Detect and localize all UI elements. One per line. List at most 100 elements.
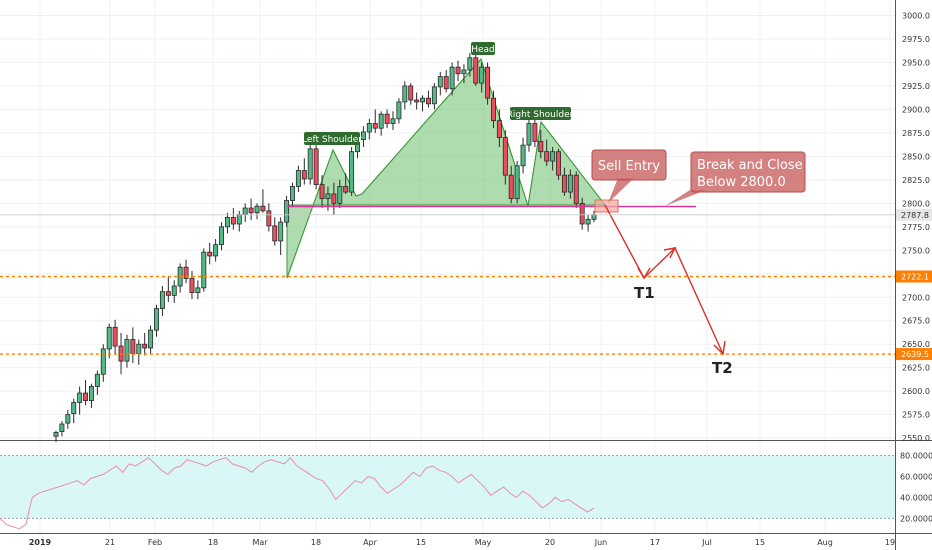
rsi-panel — [0, 455, 895, 530]
candle — [295, 165, 301, 193]
price-tick: 2675.0 — [902, 317, 930, 326]
candle — [83, 379, 89, 406]
candle — [171, 280, 177, 303]
candle — [414, 92, 420, 110]
price-tick: 2600.0 — [902, 387, 930, 396]
price-tick: 2925.0 — [902, 82, 930, 91]
time-axis[interactable]: 2019 21 Feb 18 Mar 18 Apr 15 May 20 Jun 17 Jul 15 Aug 1… — [29, 538, 895, 547]
candle — [106, 323, 112, 359]
candle — [461, 64, 467, 84]
candle — [183, 259, 189, 284]
candle — [360, 126, 366, 147]
price-axis[interactable]: 3000.0 2975.0 2950.0 2925.0 2900.0 2875.0 2850… — [0, 12, 932, 524]
candle — [479, 62, 485, 93]
price-tick: 2900.0 — [902, 105, 930, 114]
candle — [343, 173, 349, 194]
price-tick: 3000.0 — [902, 12, 930, 21]
rsi-tick: 20.0000 — [900, 514, 932, 523]
candle — [136, 339, 142, 365]
level-label: 2639.5 — [901, 350, 929, 359]
candle — [254, 203, 260, 220]
time-tick: 17 — [650, 538, 660, 547]
rsi-tick: 40.0000 — [900, 493, 932, 502]
price-tick: 2700.0 — [902, 293, 930, 302]
candle — [319, 175, 325, 209]
candle — [390, 111, 396, 131]
time-tick: 21 — [105, 538, 115, 547]
candle — [449, 62, 455, 96]
price-tick: 2575.0 — [902, 411, 930, 420]
candle — [301, 158, 307, 185]
candle — [59, 421, 65, 437]
candle — [148, 325, 154, 354]
candle — [236, 210, 242, 232]
candle — [420, 95, 426, 112]
level-label: 2722.1 — [901, 272, 929, 281]
candle — [165, 276, 171, 302]
candle — [213, 239, 219, 262]
price-tick: 2875.0 — [902, 129, 930, 138]
candle — [366, 118, 372, 140]
time-tick: Jun — [594, 538, 608, 547]
time-tick: 20 — [545, 538, 555, 547]
candle — [396, 98, 402, 124]
candle — [349, 146, 355, 196]
head-shoulders-fill — [286, 58, 607, 279]
candle — [526, 118, 532, 152]
label-right-shoulder: Right Shoulder — [507, 107, 574, 120]
candle — [550, 146, 556, 171]
candle — [65, 409, 71, 429]
target-t2: T2 — [712, 359, 733, 377]
label-head: Head — [471, 42, 495, 55]
candle — [337, 179, 343, 209]
candle — [242, 203, 248, 223]
time-tick: 15 — [755, 538, 765, 547]
time-tick: 15 — [416, 538, 426, 547]
break-text-line2: Below 2800.0 — [697, 175, 786, 190]
time-tick: Jul — [701, 538, 712, 547]
level-badge — [896, 348, 932, 361]
candle — [248, 198, 254, 221]
candle — [159, 285, 165, 317]
sell-entry-marker — [594, 199, 619, 213]
candle — [508, 165, 514, 204]
candle — [100, 344, 106, 382]
time-tick: 2019 — [29, 538, 52, 547]
candle — [331, 182, 337, 215]
candle — [260, 189, 266, 213]
candle — [224, 212, 230, 234]
candle — [142, 332, 148, 356]
candle — [561, 167, 567, 196]
price-tick: 2850.0 — [902, 152, 930, 161]
time-tick: Mar — [252, 538, 268, 547]
price-tick: 2775.0 — [902, 223, 930, 232]
candle — [378, 111, 384, 136]
candle — [573, 171, 579, 209]
price-tick: 2975.0 — [902, 35, 930, 44]
candle — [431, 83, 437, 110]
candle — [372, 109, 378, 133]
price-tick: 2625.0 — [902, 364, 930, 373]
callout-sell-entry: Sell Entry — [591, 149, 667, 203]
candle — [538, 130, 544, 159]
candle — [207, 242, 213, 265]
candle — [473, 54, 479, 86]
rsi-band — [0, 455, 895, 519]
candle — [71, 398, 77, 424]
candle — [94, 370, 100, 395]
candle — [467, 53, 473, 77]
candle — [177, 263, 183, 293]
target-t1: T1 — [634, 284, 655, 302]
right-shoulder-text: Right Shoulder — [507, 110, 574, 120]
candle — [402, 81, 408, 110]
candle — [408, 83, 414, 105]
price-tick: 2750.0 — [902, 246, 930, 255]
candle — [520, 137, 526, 174]
head-text: Head — [471, 45, 495, 55]
candle — [307, 142, 313, 185]
candle — [53, 430, 59, 442]
candle — [532, 118, 538, 147]
rsi-line — [0, 456, 595, 530]
candle — [219, 222, 225, 251]
